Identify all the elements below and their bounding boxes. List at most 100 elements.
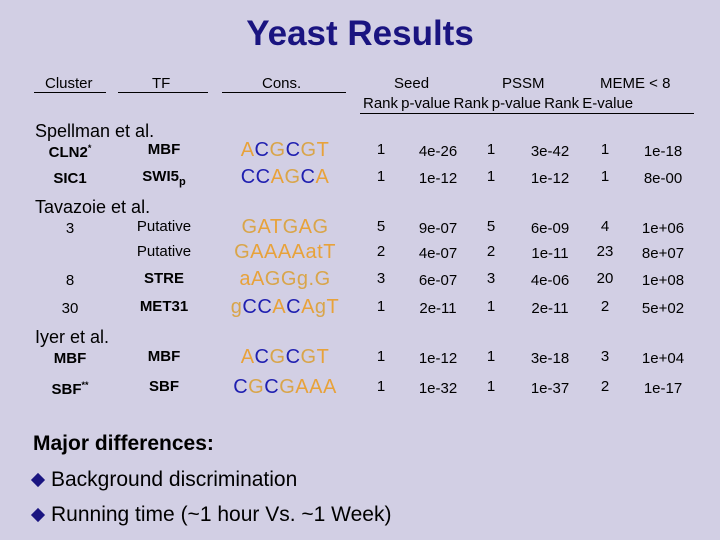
sequence-letter: A (291, 241, 306, 263)
sequence-letter: A (277, 241, 292, 263)
sequence-letter: G (248, 376, 265, 398)
value-cell: 4e-07 (418, 245, 458, 262)
note-item: Background discrimination (30, 468, 297, 492)
sequence-letter: G (300, 139, 317, 161)
value-cell: 1e-12 (418, 350, 458, 367)
sequence-letter: G (280, 268, 297, 290)
rank-cell: 20 (596, 270, 614, 287)
sequence-letter: A (250, 241, 264, 263)
value-cell: 5e+02 (641, 300, 685, 317)
tf-label: MBF (147, 348, 181, 365)
sequence-letter: C (254, 346, 270, 368)
tf-label: SBF (149, 378, 179, 395)
rank-cell: 4 (600, 218, 610, 235)
consensus-sequence: CCAGCA (220, 166, 350, 189)
value-cell: 1e-12 (530, 170, 570, 187)
section-iyer: Iyer et al. (35, 327, 110, 347)
sequence-letter: A (270, 166, 285, 188)
tf-cell: Putative (122, 218, 206, 235)
rank-cell: 3 (376, 270, 386, 287)
cluster-cell: 30 (26, 300, 114, 317)
cluster-cell: SBF** (26, 380, 114, 398)
value-cell: 2e-11 (531, 300, 569, 317)
header-subcolumns: Rank p-value Rank p-value Rank E-value (363, 95, 634, 112)
rank-cell: 1 (486, 348, 496, 365)
sequence-letter: C (285, 346, 301, 368)
sequence-letter: C (254, 139, 270, 161)
sequence-letter: A (240, 346, 255, 368)
value-cell: 9e-07 (418, 220, 458, 237)
tf-cell: Putative (122, 243, 206, 260)
sequence-letter: T (326, 296, 340, 318)
value-cell: 1e+06 (641, 220, 685, 237)
sequence-letter: G (314, 268, 331, 290)
sequence-letter: G (312, 216, 329, 238)
sequence-letter: g (314, 296, 327, 318)
value-cell: 3e-18 (530, 350, 570, 367)
value-cell: 4e-06 (530, 272, 570, 289)
rank-cell: 2 (376, 243, 386, 260)
cluster-footnote-mark: ** (81, 380, 89, 390)
value-cell: 8e+07 (641, 245, 685, 262)
sequence-letter: g (230, 296, 243, 318)
sequence-letter: T (316, 139, 330, 161)
sequence-letter: G (279, 376, 296, 398)
rank-cell: 1 (486, 168, 496, 185)
value-cell: 1e-32 (418, 380, 458, 397)
rank-cell: 2 (486, 243, 496, 260)
value-cell: 8e-00 (643, 170, 683, 187)
tf-cell: MET31 (122, 298, 206, 315)
rank-cell: 1 (376, 141, 386, 158)
sequence-letter: C (242, 296, 258, 318)
value-cell: 4e-26 (418, 143, 458, 160)
sequence-letter: A (315, 166, 330, 188)
tf-label: SWI5 (142, 168, 179, 185)
value-cell: 1e-37 (530, 380, 570, 397)
notes-heading: Major differences: (33, 432, 214, 455)
rank-cell: 5 (486, 218, 496, 235)
header-rule (34, 92, 106, 93)
sequence-letter: T (316, 346, 330, 368)
rank-cell: 3 (600, 348, 610, 365)
consensus-sequence: GATGAG (220, 216, 350, 239)
cluster-label: SBF (51, 381, 82, 398)
rank-cell: 1 (486, 298, 496, 315)
tf-label: Putative (136, 218, 192, 235)
consensus-sequence: ACGCGT (220, 139, 350, 162)
sequence-letter: G (234, 241, 251, 263)
sequence-letter: T (269, 216, 283, 238)
sequence-letter: G (284, 166, 301, 188)
value-cell: 6e-09 (530, 220, 570, 237)
section-spellman: Spellman et al. (35, 121, 155, 141)
header-rule (222, 92, 346, 93)
sequence-letter: C (257, 296, 273, 318)
rank-cell: 23 (596, 243, 614, 260)
rank-cell: 1 (600, 141, 610, 158)
value-cell: 1e-12 (418, 170, 458, 187)
rank-cell: 1 (376, 168, 386, 185)
rank-cell: 1 (376, 298, 386, 315)
sequence-letter: a (305, 241, 318, 263)
cluster-cell: MBF (26, 350, 114, 367)
rank-cell: 1 (376, 378, 386, 395)
sequence-letter: G (269, 139, 286, 161)
cluster-label: SIC1 (53, 170, 87, 187)
value-cell: 1e+08 (641, 272, 685, 289)
sequence-letter: C (255, 166, 271, 188)
consensus-sequence: ACGCGT (220, 346, 350, 369)
cluster-label: CLN2 (48, 144, 88, 161)
header-meme: MEME < 8 (600, 75, 671, 92)
sequence-letter: A (263, 241, 278, 263)
cluster-label: 30 (61, 300, 79, 317)
rank-cell: 1 (486, 378, 496, 395)
sequence-letter: A (301, 296, 315, 318)
consensus-sequence: CGCGAAA (220, 376, 350, 399)
cluster-label: 3 (65, 220, 75, 237)
sequence-letter: G (282, 216, 299, 238)
rank-cell: 1 (486, 141, 496, 158)
header-cons: Cons. (262, 75, 302, 92)
header-tf: TF (152, 75, 171, 92)
value-cell: 1e+04 (641, 350, 685, 367)
sequence-letter: . (308, 268, 315, 290)
header-seed: Seed (394, 75, 430, 92)
